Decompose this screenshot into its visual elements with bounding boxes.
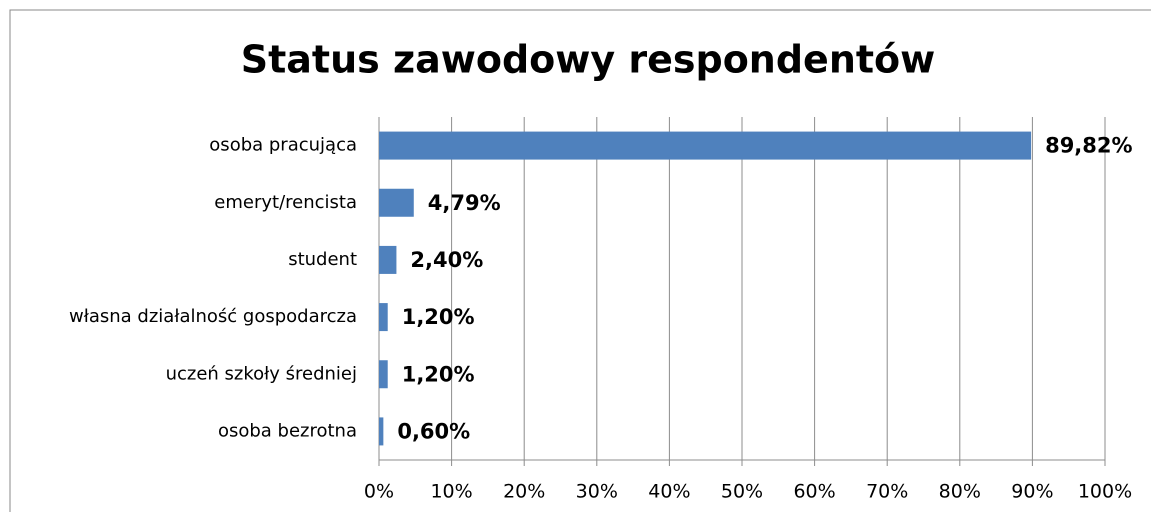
y-tick-label: student: [288, 249, 357, 270]
chart-title: Status zawodowy respondentów: [241, 38, 936, 82]
data-label: 89,82%: [1045, 134, 1132, 158]
x-tick-label: 90%: [1011, 481, 1053, 503]
y-tick-label: uczeń szkoły średniej: [166, 363, 357, 384]
chart-frame: [9, 9, 1151, 516]
y-tick-label: emeryt/rencista: [214, 192, 357, 213]
x-tick-label: 0%: [364, 481, 394, 503]
bar: [379, 303, 388, 332]
y-tick-label: osoba pracująca: [209, 135, 357, 156]
y-tick-label: osoba bezrotna: [218, 420, 357, 441]
x-tick-label: 10%: [430, 481, 472, 503]
x-tick-label: 30%: [576, 481, 618, 503]
bar: [379, 360, 388, 389]
x-tick-label: 40%: [648, 481, 690, 503]
x-tick-label: 80%: [939, 481, 981, 503]
y-tick-label: własna działalność gospodarcza: [69, 306, 357, 327]
bar: [379, 417, 384, 446]
x-tick-label: 60%: [793, 481, 835, 503]
x-tick-label: 100%: [1078, 481, 1132, 503]
x-tick-label: 20%: [503, 481, 545, 503]
x-tick-label: 70%: [866, 481, 908, 503]
data-label: 4,79%: [428, 191, 501, 215]
x-tick-label: 50%: [721, 481, 763, 503]
data-label: 2,40%: [410, 248, 483, 272]
data-label: 1,20%: [402, 305, 475, 329]
bar: [379, 245, 397, 274]
bar: [379, 188, 414, 217]
data-label: 0,60%: [397, 419, 470, 443]
bar: [379, 131, 1032, 160]
data-label: 1,20%: [402, 362, 475, 386]
